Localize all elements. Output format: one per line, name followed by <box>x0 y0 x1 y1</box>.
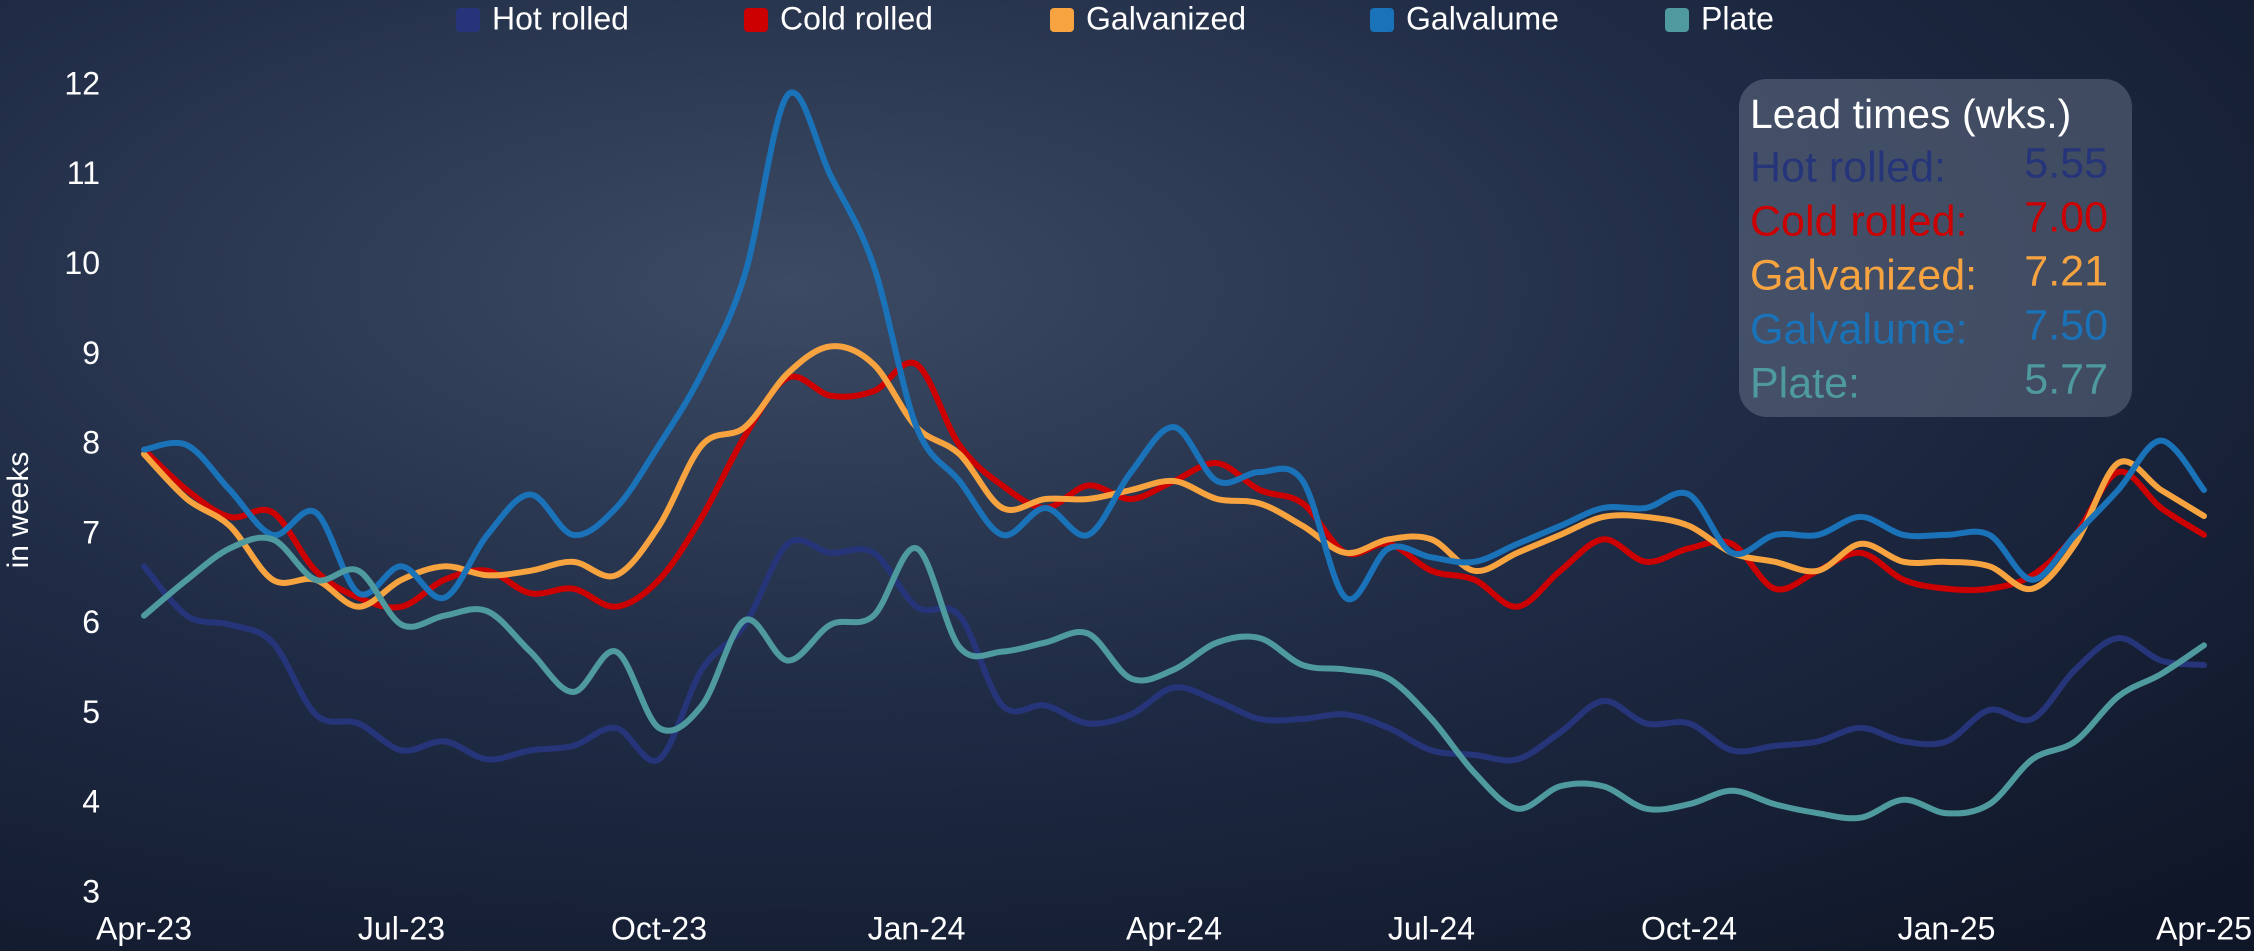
y-tick-label: 10 <box>64 245 100 281</box>
legend-swatch <box>744 8 768 32</box>
summary-box <box>1739 79 2132 417</box>
legend-label: Plate <box>1701 0 1774 36</box>
legend-label: Hot rolled <box>492 0 629 36</box>
y-tick-label: 11 <box>67 155 100 191</box>
summary-label: Galvalume: <box>1750 305 1967 353</box>
x-tick-label: Jan-24 <box>868 910 966 946</box>
y-tick-label: 12 <box>64 65 100 101</box>
legend-swatch <box>1370 8 1394 32</box>
series-line <box>141 343 2207 610</box>
legend-label: Cold rolled <box>780 0 933 36</box>
legend-label: Galvalume <box>1406 0 1559 36</box>
x-tick-label: Apr-23 <box>96 910 192 946</box>
x-tick-label: Jan-25 <box>1898 910 1996 946</box>
x-tick-label: Oct-24 <box>1641 910 1737 946</box>
y-tick-label: 8 <box>82 425 100 461</box>
y-tick-label: 3 <box>82 873 100 909</box>
series-line <box>141 534 2207 822</box>
y-tick-label: 9 <box>82 335 100 371</box>
legend-label: Galvanized <box>1086 0 1246 36</box>
x-tick-label: Apr-25 <box>2156 910 2252 946</box>
summary-value: 7.50 <box>2024 301 2108 349</box>
summary-label: Plate: <box>1750 359 1860 407</box>
summary-title: Lead times (wks.) <box>1750 91 2071 137</box>
legend-swatch <box>1665 8 1689 32</box>
summary-value: 5.77 <box>2024 355 2108 403</box>
legend-swatch <box>1050 8 1074 32</box>
y-axis-label: in weeks <box>2 452 35 569</box>
summary-value: 7.21 <box>2024 247 2108 295</box>
summary-value: 5.55 <box>2024 139 2108 187</box>
x-tick-label: Jul-24 <box>1388 910 1475 946</box>
legend-swatch <box>456 8 480 32</box>
series-line <box>141 537 2207 764</box>
summary-label: Cold rolled: <box>1750 197 1968 245</box>
y-tick-label: 7 <box>82 514 100 550</box>
y-tick-label: 4 <box>82 784 100 820</box>
y-tick-label: 6 <box>82 604 100 640</box>
x-tick-label: Apr-24 <box>1126 910 1222 946</box>
x-tick-label: Jul-23 <box>358 910 445 946</box>
summary-label: Galvanized: <box>1750 251 1977 299</box>
x-tick-label: Oct-23 <box>611 910 707 946</box>
series-line <box>141 89 2207 603</box>
summary-label: Hot rolled: <box>1750 143 1946 191</box>
y-tick-label: 5 <box>82 694 100 730</box>
summary-value: 7.00 <box>2024 193 2108 241</box>
